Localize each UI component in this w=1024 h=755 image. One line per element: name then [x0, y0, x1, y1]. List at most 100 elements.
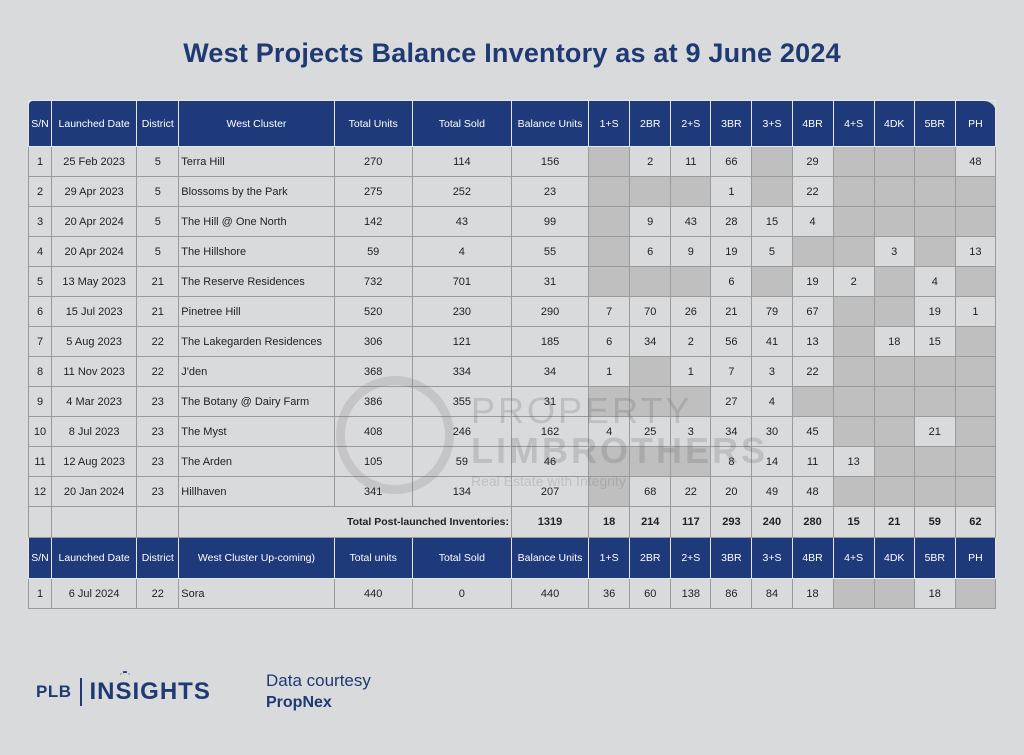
table-cell: 29 Apr 2023 — [51, 176, 138, 207]
table-cell: 23 — [136, 416, 180, 447]
table-row: 5 13 May 2023 21 The Reserve Residences 732 7… — [27, 266, 997, 297]
total-value: 62 — [954, 506, 997, 538]
project-name-cell: Sora — [178, 578, 335, 609]
table-cell: 3 — [751, 356, 793, 387]
table-cell: 290 — [510, 296, 590, 327]
upcoming-column-header-0: S/N — [27, 537, 53, 579]
project-name-cell: J'den — [178, 356, 335, 387]
table-cell: 23 — [510, 176, 590, 207]
upcoming-column-header-14: 4DK — [873, 537, 915, 579]
table-cell — [832, 416, 875, 447]
table-cell — [873, 206, 915, 237]
table-cell: 185 — [510, 326, 590, 357]
project-name-cell: Hillhaven — [178, 476, 335, 507]
table-cell: 8 Jul 2023 — [51, 416, 138, 447]
table-cell: 41 — [751, 326, 793, 357]
table-cell: 4 — [751, 386, 793, 417]
table-row: 4 20 Apr 2024 5 The Hillshore 59 4 55 6 9 19 5 3 13 — [27, 236, 997, 267]
table-cell: 6 — [27, 296, 53, 327]
column-header-2: District — [136, 100, 180, 147]
table-cell: 207 — [510, 476, 590, 507]
table-cell: 252 — [411, 176, 512, 207]
table-cell — [873, 176, 915, 207]
table-cell — [913, 146, 956, 177]
table-cell: 4 — [411, 236, 512, 267]
table-cell: 59 — [333, 236, 413, 267]
upcoming-column-header-13: 4+S — [832, 537, 875, 579]
table-cell: 9 — [629, 206, 672, 237]
table-cell: 134 — [411, 476, 512, 507]
project-name-cell: The Arden — [178, 446, 335, 477]
table-cell — [873, 266, 915, 297]
table-cell: 408 — [333, 416, 413, 447]
total-value: 293 — [710, 506, 753, 538]
table-cell: 43 — [411, 206, 512, 237]
table-cell: 4 — [791, 206, 834, 237]
table-cell — [588, 146, 631, 177]
column-header-6: Balance Units — [510, 100, 590, 147]
table-cell: 386 — [333, 386, 413, 417]
column-header-7: 1+S — [588, 100, 631, 147]
table-cell: 6 — [710, 266, 753, 297]
project-name-cell: The Botany @ Dairy Farm — [178, 386, 335, 417]
table-cell: 1 — [588, 356, 631, 387]
project-name-cell: The Myst — [178, 416, 335, 447]
table-cell — [588, 386, 631, 417]
total-label: Total Post-launched Inventories: — [178, 506, 512, 538]
table-cell: 99 — [510, 206, 590, 237]
table-header-row: S/N Launched Date District West Cluster Tota… — [27, 100, 997, 147]
table-cell — [588, 266, 631, 297]
table-cell — [873, 476, 915, 507]
upcoming-column-header-16: PH — [954, 537, 997, 579]
table-cell: 1 — [710, 176, 753, 207]
table-cell: 1 — [670, 356, 712, 387]
table-cell: 334 — [411, 356, 512, 387]
table-cell — [873, 356, 915, 387]
table-cell — [629, 266, 672, 297]
table-cell: 18 — [791, 578, 834, 609]
upcoming-column-header-5: Total Sold — [411, 537, 512, 579]
table-cell — [670, 386, 712, 417]
table-cell: 22 — [136, 356, 180, 387]
column-header-5: Total Sold — [411, 100, 512, 147]
table-cell: 13 — [954, 236, 997, 267]
table-cell — [913, 176, 956, 207]
table-cell: 26 — [670, 296, 712, 327]
table-cell: 2 — [832, 266, 875, 297]
total-value: 59 — [913, 506, 956, 538]
table-cell — [832, 176, 875, 207]
table-cell: 60 — [629, 578, 672, 609]
table-cell: 7 — [588, 296, 631, 327]
table-cell: 67 — [791, 296, 834, 327]
table-cell: 20 Jan 2024 — [51, 476, 138, 507]
project-name-cell: Pinetree Hill — [178, 296, 335, 327]
table-cell: 10 — [27, 416, 53, 447]
column-header-12: 4BR — [791, 100, 834, 147]
table-cell: 3 — [670, 416, 712, 447]
table-cell: 701 — [411, 266, 512, 297]
column-header-9: 2+S — [670, 100, 712, 147]
table-cell: 66 — [710, 146, 753, 177]
table-cell: 0 — [411, 578, 512, 609]
upcoming-column-header-11: 3+S — [751, 537, 793, 579]
table-cell: 36 — [588, 578, 631, 609]
upcoming-column-header-9: 2+S — [670, 537, 712, 579]
upcoming-column-header-8: 2BR — [629, 537, 672, 579]
table-cell: 9 — [670, 236, 712, 267]
column-header-11: 3+S — [751, 100, 793, 147]
table-cell — [588, 206, 631, 237]
table-cell — [832, 326, 875, 357]
table-cell: 4 Mar 2023 — [51, 386, 138, 417]
table-cell: 4 — [913, 266, 956, 297]
column-header-14: 4DK — [873, 100, 915, 147]
table-cell: 25 Feb 2023 — [51, 146, 138, 177]
table-cell: 105 — [333, 446, 413, 477]
table-cell: 7 — [710, 356, 753, 387]
table-cell: 341 — [333, 476, 413, 507]
table-cell: 34 — [629, 326, 672, 357]
table-cell: 5 — [27, 266, 53, 297]
column-header-10: 3BR — [710, 100, 753, 147]
table-cell: 13 — [791, 326, 834, 357]
table-cell: 4 — [588, 416, 631, 447]
